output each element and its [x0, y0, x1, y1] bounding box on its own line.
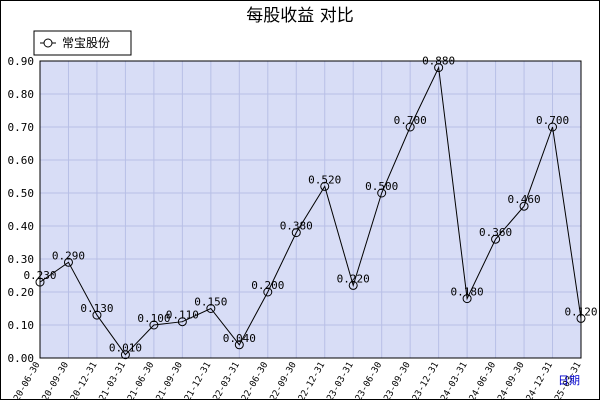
data-label: 0.010 [109, 342, 142, 355]
y-tick-label: 0.70 [8, 121, 35, 134]
data-label: 0.230 [23, 269, 56, 282]
data-label: 0.380 [280, 220, 313, 233]
legend-label: 常宝股份 [62, 36, 110, 50]
data-point [206, 304, 216, 313]
chart-title: 每股收益 对比 [246, 6, 353, 26]
y-tick-label: 0.30 [8, 253, 35, 266]
data-point [434, 63, 444, 73]
data-point [519, 201, 529, 211]
data-point [405, 122, 415, 132]
data-point [92, 310, 102, 320]
data-label: 0.120 [564, 305, 597, 318]
data-point [348, 280, 358, 290]
data-point [63, 257, 73, 267]
data-label: 0.360 [479, 226, 512, 239]
data-point [149, 320, 159, 330]
y-tick-label: 0.20 [8, 286, 35, 299]
data-point [491, 234, 501, 244]
series-line [39, 65, 582, 356]
data-label: 0.520 [308, 173, 341, 186]
y-tick-label: 0.60 [8, 154, 35, 167]
plot-area: 0.00 0.10 0.20 0.30 0.40 0.50 0.60 0.70 0.80 0.90… [7, 55, 598, 400]
data-point [120, 350, 130, 360]
data-label: 0.700 [536, 114, 569, 127]
y-tick-label: 0.40 [8, 220, 35, 233]
data-label: 0.220 [337, 272, 370, 285]
plot-border [39, 60, 582, 359]
data-label: 0.880 [422, 55, 455, 68]
x-axis-label: 日期 [558, 374, 580, 387]
y-tick-label: 0.50 [8, 187, 35, 200]
y-tick-label: 0.80 [8, 88, 35, 101]
data-point [35, 277, 45, 287]
data-label: 0.110 [166, 309, 199, 322]
data-point [548, 122, 558, 132]
data-point [462, 294, 472, 304]
data-point [377, 188, 387, 198]
legend-marker-icon [43, 38, 53, 48]
data-label: 0.040 [223, 332, 256, 345]
legend: 常宝股份 [33, 30, 132, 56]
y-tick-label: 0.90 [8, 55, 35, 68]
y-tick-label: 0.10 [8, 319, 35, 332]
data-point [291, 228, 301, 238]
data-label: 0.200 [251, 279, 284, 292]
data-label: 0.100 [137, 312, 170, 325]
data-point [177, 317, 187, 327]
data-label: 0.460 [507, 193, 540, 206]
data-point [234, 340, 244, 350]
data-label: 0.700 [394, 114, 427, 127]
y-tick-label: 0.00 [8, 352, 35, 365]
data-label: 0.130 [80, 302, 113, 315]
data-label: 0.290 [52, 249, 85, 262]
data-point [263, 287, 273, 297]
data-label: 0.150 [194, 296, 227, 309]
data-point [320, 181, 330, 191]
data-label: 0.500 [365, 180, 398, 193]
data-point [576, 313, 586, 323]
data-label: 0.180 [451, 286, 484, 299]
